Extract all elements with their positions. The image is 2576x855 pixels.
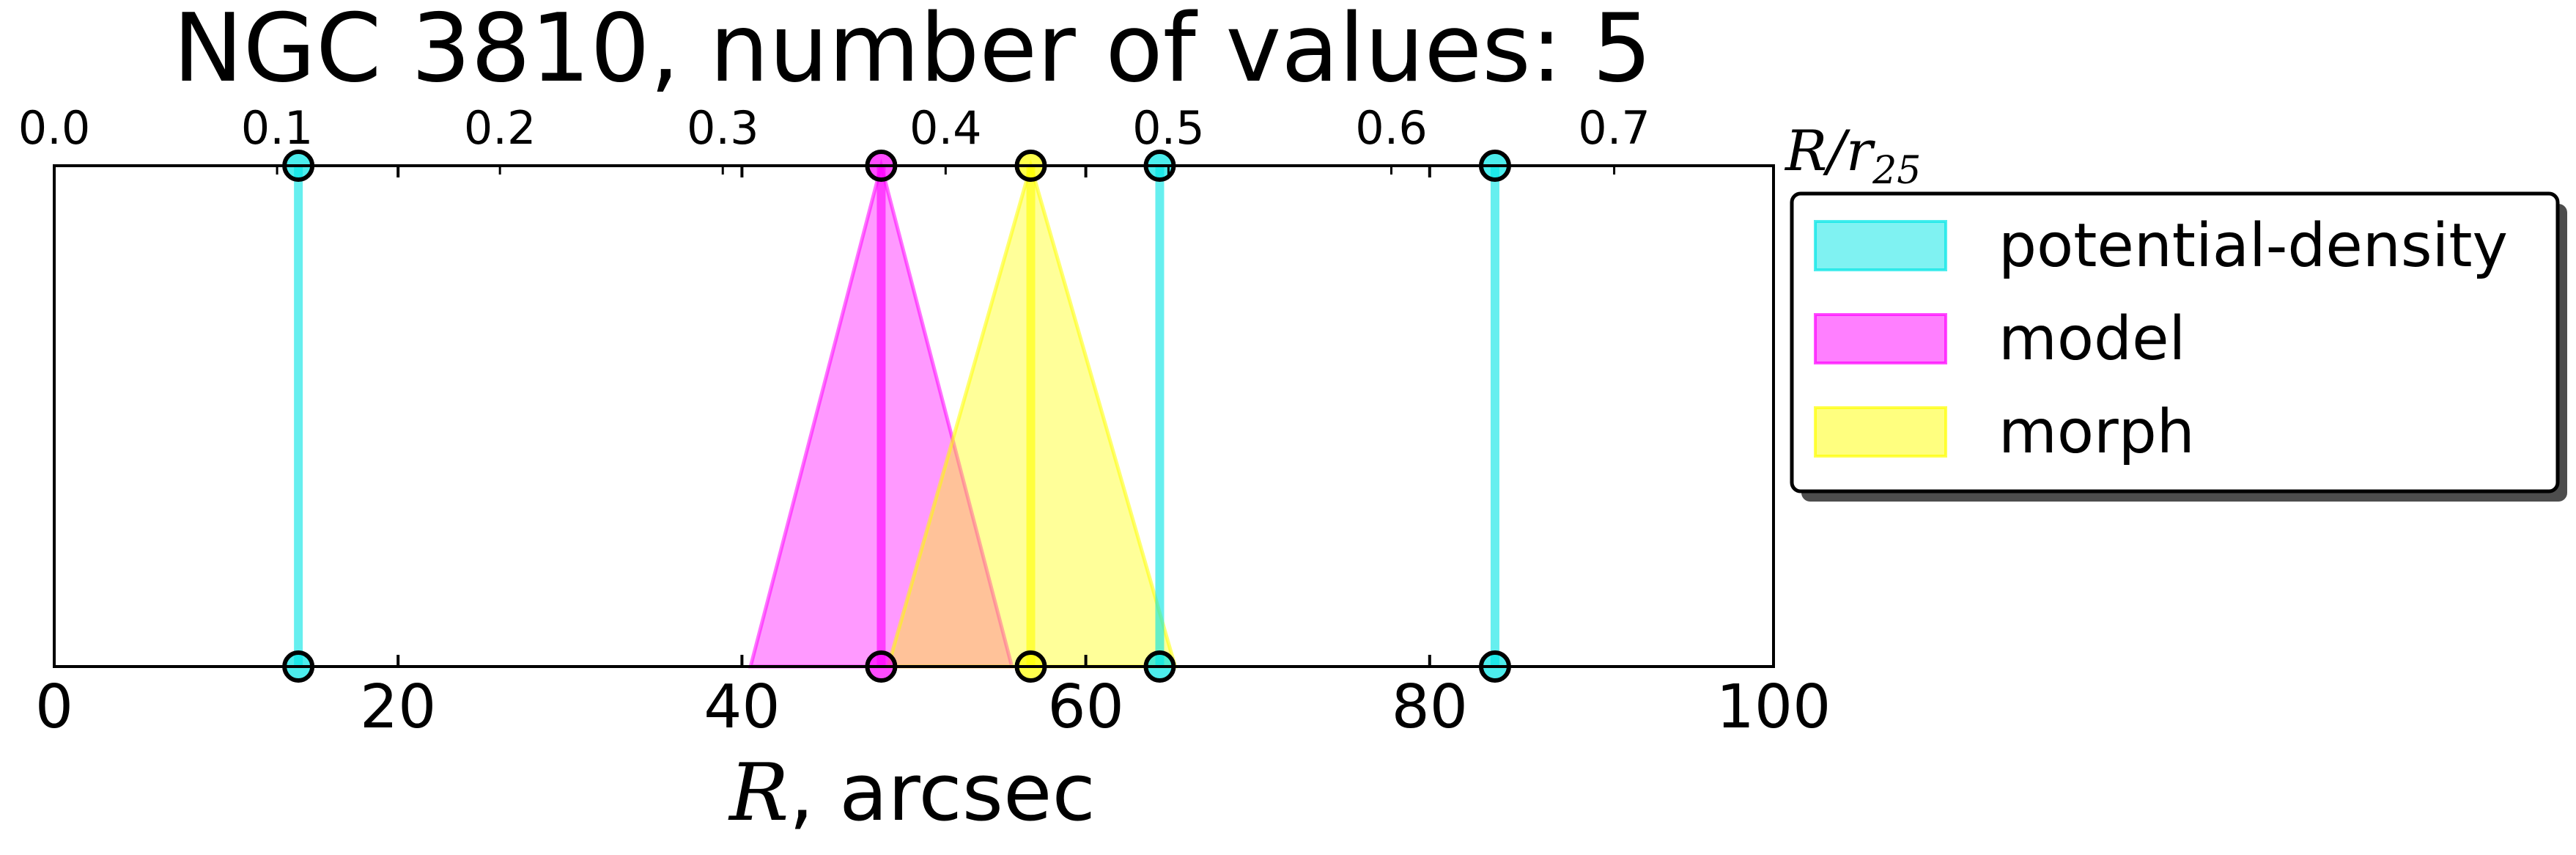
legend: potential-density model morph: [1790, 191, 2567, 502]
x-tick-label: 20: [360, 672, 436, 742]
legend-swatch-model: [1814, 313, 1947, 364]
legend-swatch-potential-density: [1814, 220, 1947, 271]
x-tick-label: 60: [1047, 672, 1123, 742]
top-tick-label: 0.1: [241, 101, 314, 155]
x-axis-label-var: R: [728, 747, 789, 839]
top-axis-label-main: R/r: [1784, 118, 1876, 183]
x-tick-label: 0: [35, 672, 73, 742]
top-tick-label: 0.4: [909, 101, 982, 155]
x-tick-label: 80: [1392, 672, 1468, 742]
top-axis: 0.0 0.1 0.2 0.3 0.4 0.5 0.6 0.7: [18, 101, 1650, 175]
top-tick-label: 0.6: [1355, 101, 1428, 155]
legend-label-model: model: [1999, 304, 2185, 374]
plot-area-frame: [53, 164, 1775, 668]
x-axis-label: R, arcsec: [728, 747, 1096, 839]
x-axis-label-unit: , arcsec: [789, 747, 1095, 839]
top-tick-label: 0.7: [1578, 101, 1650, 155]
series-lines: [294, 166, 1499, 667]
top-tick-label: 0.0: [18, 101, 91, 155]
top-tick-label: 0.2: [464, 101, 536, 155]
top-axis-label: R/r25: [1784, 118, 1921, 193]
legend-entries: potential-density model morph: [1814, 211, 2508, 467]
legend-label-morph: morph: [1999, 397, 2195, 467]
x-tick-label: 40: [704, 672, 780, 742]
chart-title: NGC 3810, number of values: 5: [173, 0, 1652, 103]
legend-box: [1790, 191, 2560, 493]
x-tick-label: 100: [1716, 672, 1831, 742]
top-axis-label-sub: 25: [1872, 149, 1921, 193]
legend-swatch-morph: [1814, 406, 1947, 458]
top-tick-label: 0.3: [687, 101, 759, 155]
top-tick-label: 0.5: [1132, 101, 1205, 155]
series-fills: [748, 158, 1178, 669]
legend-label-potential-density: potential-density: [1999, 211, 2508, 281]
bottom-axis: 0 20 40 60 80 100: [35, 166, 1831, 742]
